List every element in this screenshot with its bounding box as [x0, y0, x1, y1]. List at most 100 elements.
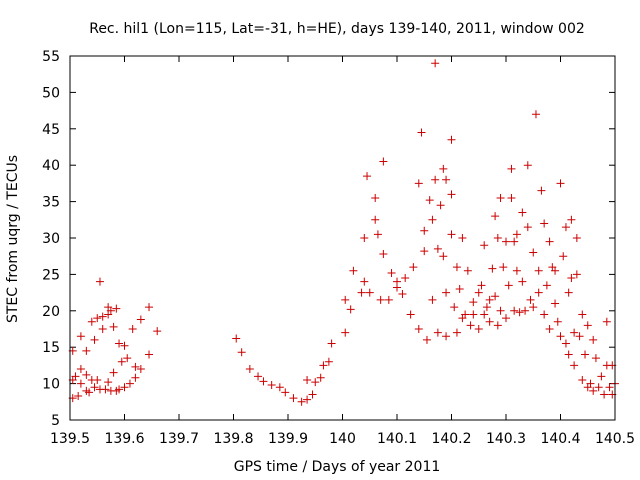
data-point-marker: [365, 288, 374, 297]
data-point-marker: [458, 234, 467, 242]
data-point-marker: [578, 375, 587, 384]
data-point-marker: [319, 361, 328, 370]
data-point-marker: [131, 373, 140, 382]
data-point-marker: [115, 385, 124, 394]
data-point-marker: [480, 310, 489, 319]
data-point-marker: [98, 325, 107, 333]
data-point-marker: [480, 241, 489, 250]
data-point-marker: [482, 303, 491, 312]
y-tick-label: 25: [42, 267, 60, 283]
data-point-marker: [447, 230, 456, 239]
data-point-marker: [297, 397, 306, 406]
data-point-marker: [341, 328, 350, 337]
data-point-marker: [605, 383, 614, 392]
data-point-marker: [477, 281, 486, 290]
data-point-marker: [379, 250, 388, 259]
data-point-marker: [537, 186, 546, 195]
data-point-marker: [485, 295, 494, 304]
data-point-marker: [104, 378, 113, 387]
data-point-marker: [106, 306, 115, 315]
data-point-marker: [71, 372, 80, 381]
data-point-marker: [85, 388, 94, 397]
data-point-marker: [120, 383, 129, 392]
data-point-marker: [507, 164, 516, 173]
data-point-marker: [131, 362, 140, 371]
data-point-marker: [76, 365, 85, 374]
y-tick-label: 15: [42, 340, 60, 356]
data-point-marker: [439, 252, 448, 261]
data-point-marker: [469, 310, 478, 319]
data-point-marker: [379, 157, 388, 166]
data-point-marker: [597, 372, 606, 381]
data-point-marker: [267, 381, 276, 390]
chart-title: Rec. hil1 (Lon=115, Lat=-31, h=HE), days…: [89, 21, 585, 37]
x-tick-label: 139.9: [268, 431, 308, 447]
data-point-marker: [510, 237, 519, 246]
data-point-marker: [371, 193, 380, 202]
data-point-marker: [303, 395, 312, 404]
data-point-marker: [452, 263, 461, 272]
data-point-marker: [496, 306, 505, 315]
x-tick-label: 139.6: [104, 431, 144, 447]
plot-frame: [69, 55, 616, 421]
data-point-marker: [493, 321, 502, 330]
data-point-marker: [496, 193, 505, 202]
data-point-marker: [136, 315, 145, 324]
data-point-marker: [474, 288, 483, 297]
x-tick-label: 139.5: [50, 431, 90, 447]
data-point-marker: [551, 299, 560, 308]
data-points: [68, 59, 619, 406]
data-point-marker: [398, 290, 407, 299]
data-point-marker: [431, 175, 440, 184]
y-tick-label: 45: [42, 122, 60, 138]
data-point-marker: [455, 284, 464, 293]
data-point-marker: [74, 391, 83, 400]
data-point-marker: [469, 298, 478, 307]
data-point-marker: [534, 266, 543, 275]
data-point-marker: [406, 310, 415, 319]
data-point-marker: [87, 317, 96, 326]
data-point-marker: [153, 327, 162, 336]
data-point-marker: [346, 305, 355, 314]
data-point-marker: [311, 378, 320, 387]
data-point-marker: [534, 288, 543, 297]
y-tick-label: 55: [42, 49, 60, 65]
data-point-marker: [245, 365, 254, 374]
data-point-marker: [360, 277, 369, 286]
data-point-marker: [518, 277, 527, 286]
data-point-marker: [512, 266, 521, 275]
data-point-marker: [422, 335, 431, 344]
data-point-marker: [521, 306, 530, 315]
data-point-marker: [540, 310, 549, 319]
data-point-marker: [523, 161, 532, 170]
data-point-marker: [493, 234, 502, 242]
data-point-marker: [450, 303, 459, 312]
x-tick-label: 139.8: [213, 431, 253, 447]
data-point-marker: [507, 193, 516, 202]
data-point-marker: [556, 332, 565, 341]
x-tick-label: 140.5: [595, 431, 635, 447]
x-tick-label: 140.1: [377, 431, 417, 447]
data-point-marker: [436, 201, 445, 210]
data-point-marker: [82, 346, 91, 355]
data-point-marker: [452, 328, 461, 337]
data-point-marker: [491, 292, 500, 301]
data-point-marker: [123, 354, 132, 363]
data-point-marker: [542, 281, 551, 290]
data-point-marker: [76, 332, 85, 341]
data-point-marker: [559, 252, 568, 261]
data-point-marker: [275, 383, 284, 392]
data-point-marker: [570, 361, 579, 370]
data-point-marker: [540, 219, 549, 228]
data-point-marker: [447, 190, 456, 199]
data-point-marker: [281, 388, 290, 397]
data-point-marker: [420, 247, 429, 256]
data-point-marker: [237, 348, 246, 357]
data-point-marker: [502, 314, 510, 323]
data-point-marker: [363, 172, 372, 181]
data-point-marker: [428, 295, 437, 304]
data-point-marker: [591, 354, 600, 363]
y-axis-label: STEC from uqrg / TECUs: [5, 155, 21, 323]
data-point-marker: [602, 317, 611, 326]
